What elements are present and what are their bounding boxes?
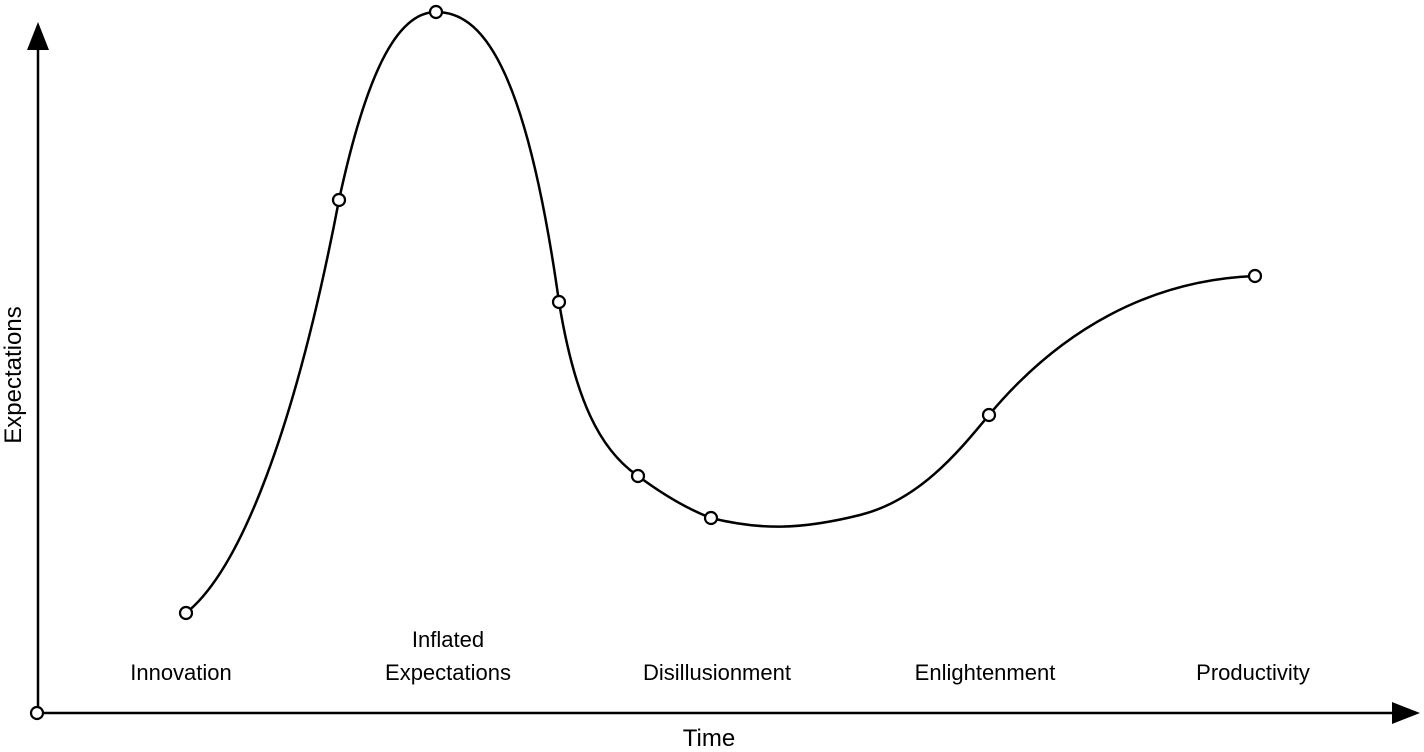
- y-axis-arrow: [27, 22, 49, 50]
- curve-marker: [630, 468, 646, 484]
- curve-marker: [331, 192, 347, 208]
- y-axis-title: Expectations: [0, 306, 27, 443]
- trough-marker: [703, 510, 719, 526]
- hype-curve: [185, 10, 1256, 614]
- x-axis-arrow: [1392, 702, 1420, 724]
- phase-label-productivity: Productivity: [1196, 660, 1310, 685]
- origin-marker: [29, 705, 45, 721]
- phase-label-disillusionment: Disillusionment: [643, 660, 791, 685]
- phase-label-inflated-line2: Expectations: [385, 660, 511, 685]
- phase-label-inflated-line1: Inflated: [412, 627, 484, 652]
- plateau-marker: [1247, 268, 1263, 284]
- phase-label-enlightenment: Enlightenment: [915, 660, 1056, 685]
- peak-marker: [428, 4, 444, 20]
- phase-label-innovation: Innovation: [130, 660, 232, 685]
- curve-marker: [981, 407, 997, 423]
- x-axis-title: Time: [683, 725, 735, 752]
- curve-marker: [551, 294, 567, 310]
- curve-marker: [178, 605, 194, 621]
